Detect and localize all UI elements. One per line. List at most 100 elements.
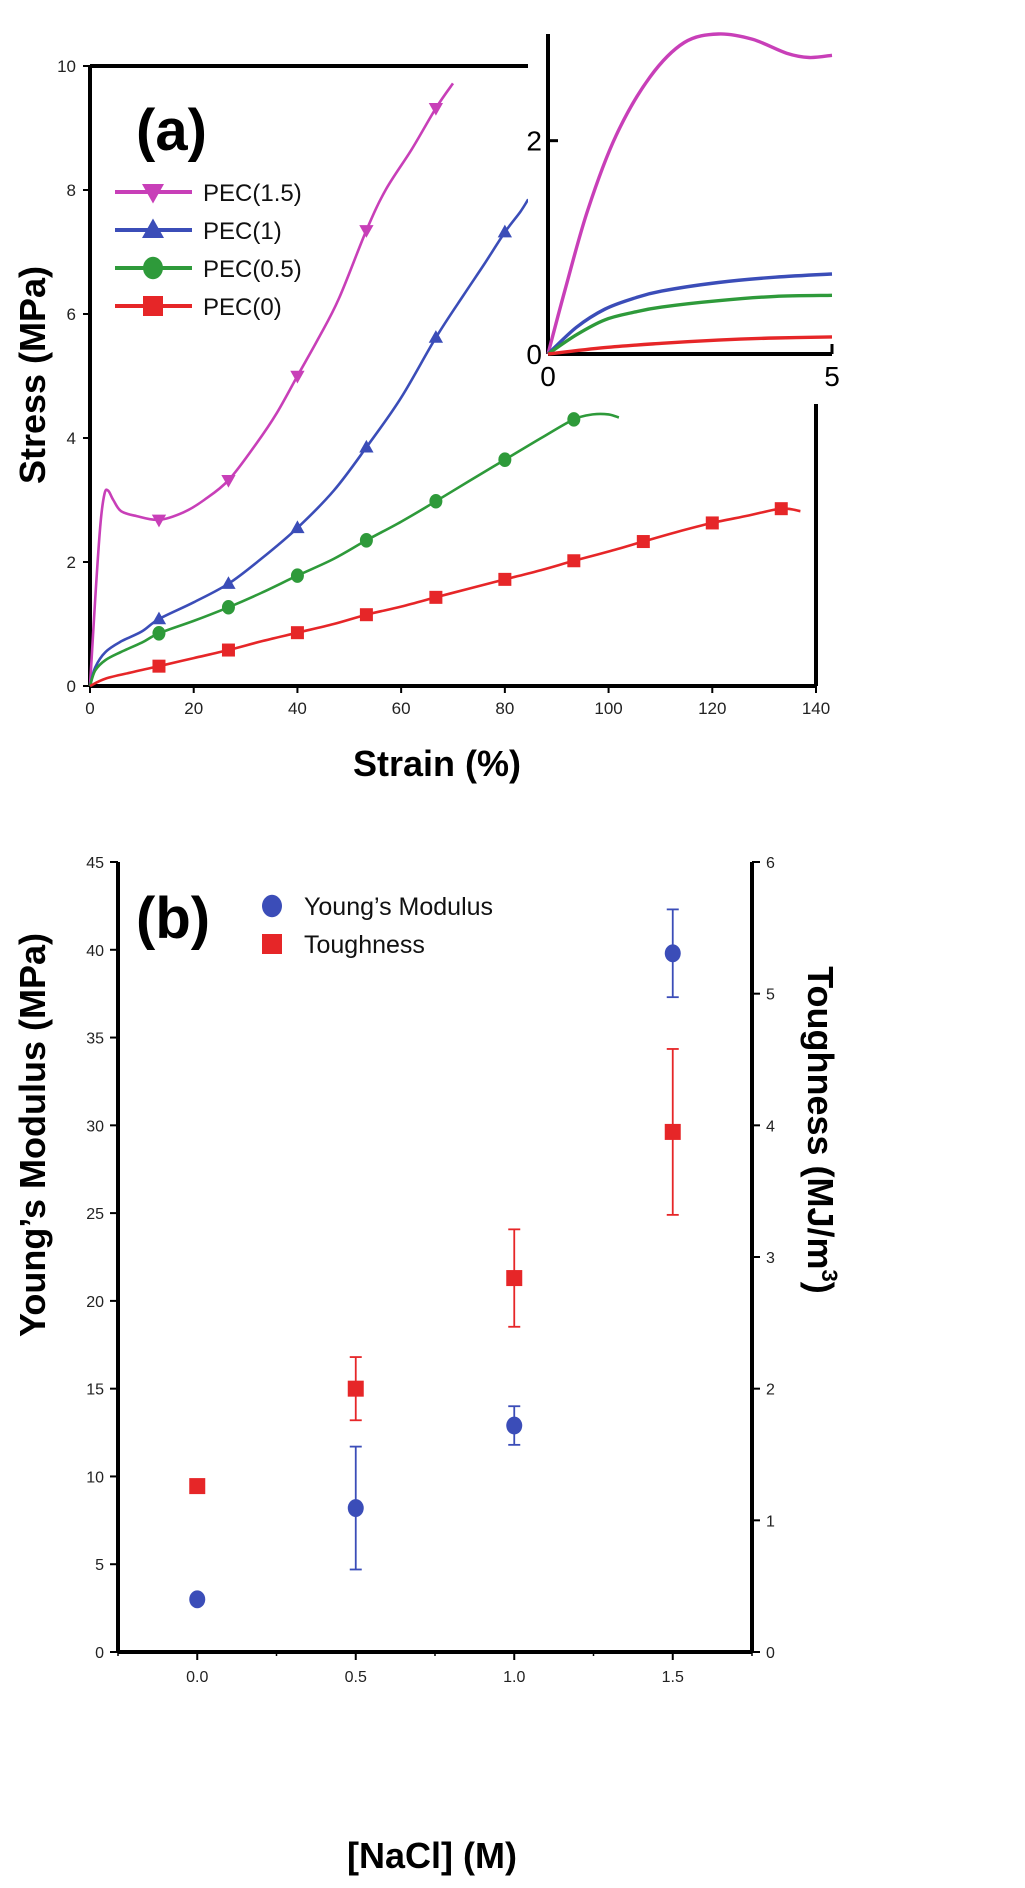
b-y2-tick-label: 3 [766,1250,775,1267]
data-point-pec-0 [429,590,443,604]
b-x-tick-label: 1.5 [662,1669,684,1686]
inset-y-tick-label: 0 [526,339,542,370]
data-point-pec-0 [290,626,304,640]
series-line-pec-0 [89,507,801,688]
legend-label-pec-0: PEC(0) [203,294,282,321]
b-y2-tick-label: 1 [766,1513,775,1530]
data-point-pec-0-5 [290,568,304,583]
a-y-tick-label: 0 [67,677,76,696]
data-point-toughness [189,1478,206,1495]
a-x-tick-label: 100 [594,699,622,718]
a-y-tick-label: 2 [67,553,76,572]
y2-title-superscript: 3 [817,1270,842,1282]
legend-label-young-s-modulus: Young’s Modulus [304,893,493,921]
data-point-pec-0-5 [152,626,166,641]
panel-a-series [88,82,801,688]
b-y-tick-label: 5 [95,1557,104,1574]
a-y-tick-label: 8 [67,181,76,200]
data-point-pec-0 [221,643,235,657]
inset-line-pec-1 [546,272,833,356]
data-point-pec-1-5 [151,514,167,528]
data-point-pec-0 [636,535,650,549]
data-point-young-s-modulus [189,1590,206,1609]
panel-b-legend: Young’s Modulus Toughness [262,893,493,959]
data-point-pec-1-5 [428,102,444,116]
b-y-tick-label: 15 [86,1382,104,1399]
y2-title-end: ) [800,1282,841,1294]
panel-a-x-axis-title: Strain (%) [353,743,521,784]
b-y-tick-label: 40 [86,943,104,960]
panel-b-y-axis-title: Young’s Modulus (MPa) [12,933,53,1337]
data-point-pec-0-5 [221,599,235,615]
data-point-pec-0-5 [567,412,581,427]
legend-label-pec-1: PEC(1) [203,218,282,245]
a-x-tick-label: 0 [85,699,94,718]
inset-line-pec-0-5 [547,293,833,356]
panel-a-inset-chart: 0 2 0 5 [526,24,840,402]
data-point-pec-1 [290,520,305,534]
legend-marker-pec-0 [143,296,163,316]
legend-marker-young-s-modulus [262,894,282,918]
data-point-pec-0 [774,502,788,516]
series-line-pec-0-5 [88,412,620,687]
inset-y-tick-label: 2 [526,126,542,157]
inset-line-pec-1-5 [546,32,833,355]
inset-axes: 0 2 0 5 [526,24,840,402]
data-point-young-s-modulus [506,1416,523,1435]
series-pec-1 [88,198,530,687]
data-point-pec-0 [359,608,373,622]
panel-b-series [189,908,681,1609]
panel-a-axes [88,64,818,688]
a-y-tick-label: 4 [67,429,76,448]
data-point-young-s-modulus [347,1499,364,1518]
legend-marker-pec-0-5 [143,256,163,280]
data-point-toughness [347,1380,364,1397]
b-y-tick-label: 45 [86,855,104,872]
series-pec-1-5 [88,82,455,687]
b-x-tick-label: 0.5 [345,1669,367,1686]
inset-x-tick-label: 0 [540,361,556,392]
panel-b-label: (b) [136,886,210,951]
data-point-toughness [506,1270,523,1287]
a-y-tick-label: 6 [67,305,76,324]
data-point-pec-0 [152,659,166,673]
b-y2-tick-label: 6 [766,855,775,872]
legend-label-toughness: Toughness [304,931,425,959]
b-y-tick-label: 20 [86,1294,104,1311]
legend-marker-pec-1-5 [142,184,164,204]
b-y2-tick-label: 2 [766,1382,775,1399]
b-y-tick-label: 25 [86,1206,104,1223]
panel-a-label: (a) [136,98,207,163]
panel-b-x-axis-title: [NaCl] (M) [347,1835,517,1876]
a-x-tick-label: 60 [392,699,411,718]
a-x-tick-label: 80 [495,699,514,718]
series-toughness [189,1048,681,1495]
a-y-tick-label: 10 [57,57,76,76]
a-x-tick-label: 40 [288,699,307,718]
b-x-tick-label: 0.0 [186,1669,208,1686]
inset-x-tick-label: 5 [824,361,840,392]
legend-marker-toughness [262,934,282,954]
data-point-pec-0-5 [429,493,443,509]
data-point-pec-0-5 [359,533,373,548]
data-point-pec-1 [221,576,236,589]
data-point-pec-0 [567,554,581,568]
data-point-pec-1 [428,330,444,343]
a-x-tick-label: 20 [184,699,203,718]
series-young-s-modulus [189,908,681,1609]
b-y-tick-label: 10 [86,1469,104,1486]
series-pec-0-5 [88,412,620,687]
data-point-pec-1-5 [290,370,305,384]
data-point-pec-1 [359,439,374,453]
b-y2-tick-label: 4 [766,1118,775,1135]
panel-a-y-axis-title: Stress (MPa) [12,266,53,484]
data-point-young-s-modulus [664,944,681,963]
inset-series [546,32,833,356]
data-point-pec-0-5 [498,452,512,467]
y2-title-main: Toughness (MJ/m [800,966,841,1269]
legend-label-pec-0-5: PEC(0.5) [203,256,302,283]
